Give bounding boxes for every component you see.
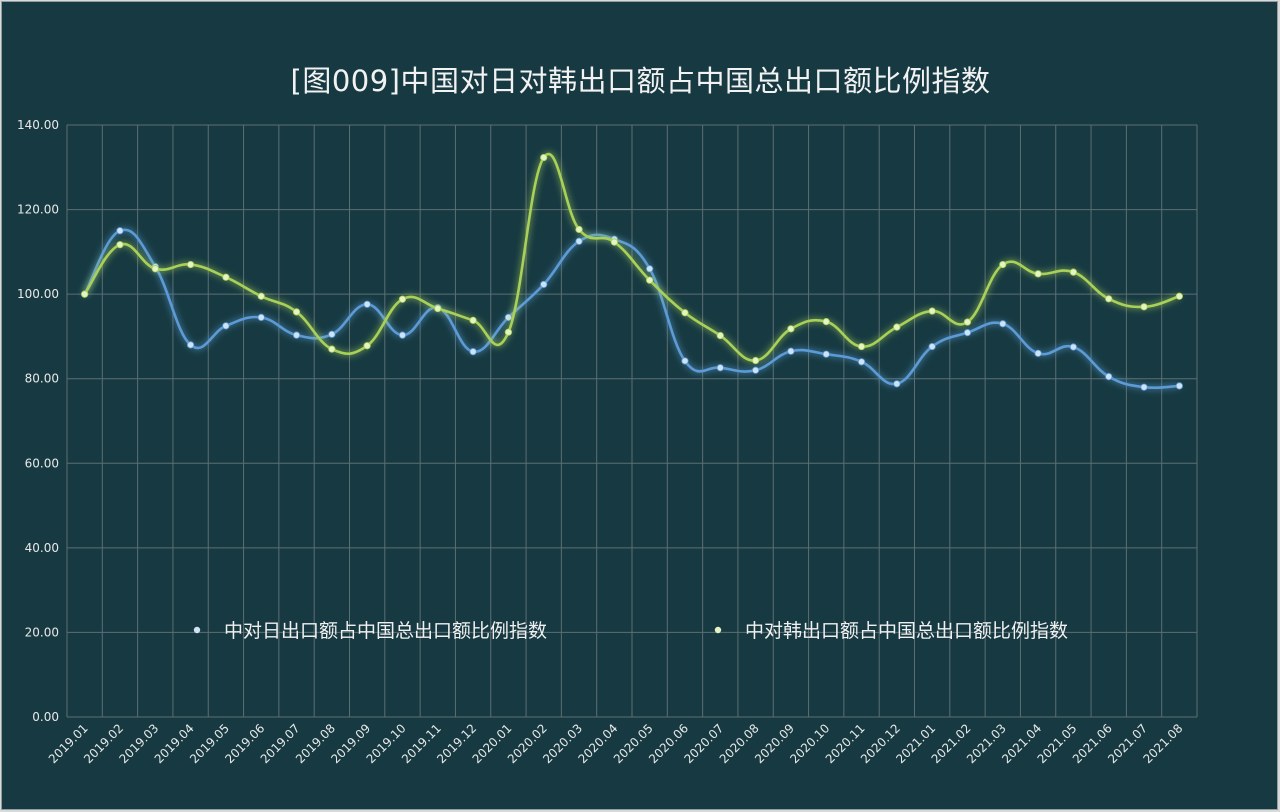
legend: 中对日出口额占中国总出口额比例指数 中对韩出口额占中国总出口额比例指数: [178, 620, 1068, 642]
data-point-korea: [292, 308, 301, 316]
chart-title: [图009]中国对日对韩出口额占中国总出口额比例指数: [290, 64, 991, 98]
data-point-japan: [116, 227, 124, 235]
data-point-japan: [1175, 382, 1183, 390]
data-point-japan: [1105, 372, 1113, 381]
y-tick-label: 80.00: [25, 372, 59, 386]
data-point-korea: [434, 304, 442, 313]
data-point-korea: [575, 225, 583, 234]
gridlines: [66, 124, 1198, 718]
series-korea: [81, 153, 1183, 365]
data-point-japan: [328, 330, 336, 338]
data-point-japan: [857, 358, 866, 366]
data-point-korea: [222, 273, 230, 281]
x-axis: 2019.012019.022019.032019.042019.052019.…: [46, 721, 1186, 766]
data-point-japan: [1034, 349, 1042, 357]
y-tick-label: 40.00: [25, 541, 59, 555]
series-japan: [81, 227, 1183, 391]
y-axis: 0.00 20.00 40.00 60.00 80.00 100.00 120.00 140.…: [17, 118, 59, 724]
data-point-korea: [1105, 295, 1113, 303]
data-point-japan: [1069, 343, 1078, 351]
data-point-korea: [540, 153, 548, 162]
data-point-korea: [999, 260, 1007, 269]
data-point-japan: [257, 313, 265, 321]
data-point-japan: [1140, 383, 1148, 391]
data-point-japan: [893, 380, 901, 388]
data-point-korea: [963, 318, 972, 326]
data-point-korea: [1175, 292, 1183, 300]
data-point-japan: [540, 280, 548, 289]
data-point-korea: [398, 295, 407, 303]
data-point-korea: [893, 323, 901, 331]
data-point-japan: [186, 341, 195, 349]
data-point-korea: [257, 292, 265, 300]
data-point-korea: [928, 307, 936, 315]
data-point-korea: [116, 241, 124, 249]
data-point-korea: [363, 342, 371, 350]
data-point-korea: [81, 290, 89, 298]
data-point-korea: [646, 276, 654, 284]
legend-item-korea: 中对韩出口额占中国总出口额比例指数: [699, 620, 1068, 642]
data-point-japan: [222, 322, 230, 330]
data-point-korea: [610, 238, 618, 246]
data-point-japan: [787, 347, 795, 355]
y-tick-label: 20.00: [25, 625, 59, 639]
legend-label-japan: 中对日出口额占中国总出口额比例指数: [224, 620, 547, 642]
data-point-japan: [575, 237, 583, 245]
data-point-korea: [151, 265, 159, 273]
data-point-korea: [751, 356, 760, 365]
data-point-japan: [363, 300, 371, 308]
data-point-korea: [1140, 303, 1148, 311]
data-point-korea: [681, 309, 689, 317]
data-point-korea: [716, 331, 724, 340]
y-tick-label: 60.00: [25, 456, 59, 470]
y-tick-label: 100.00: [17, 287, 59, 301]
series: [81, 153, 1183, 391]
data-point-japan: [928, 342, 936, 351]
data-point-japan: [963, 329, 972, 337]
legend-marker-japan: [193, 626, 201, 634]
data-point-japan: [504, 313, 513, 321]
data-point-japan: [469, 348, 477, 356]
data-point-japan: [822, 350, 830, 358]
data-point-japan: [292, 331, 301, 339]
y-tick-label: 140.00: [17, 118, 59, 132]
data-point-japan: [716, 364, 724, 372]
data-point-korea: [504, 328, 513, 336]
data-point-japan: [751, 366, 760, 374]
data-point-korea: [1034, 270, 1042, 278]
data-point-japan: [398, 331, 407, 339]
data-point-japan: [681, 357, 689, 365]
data-point-korea: [1069, 268, 1078, 276]
data-point-korea: [328, 345, 336, 353]
data-point-korea: [822, 318, 830, 326]
legend-label-korea: 中对韩出口额占中国总出口额比例指数: [745, 620, 1068, 642]
data-point-korea: [186, 260, 195, 269]
data-point-korea: [787, 325, 795, 333]
x-tick-label: 2021.08: [1140, 721, 1185, 766]
data-point-korea: [469, 316, 477, 324]
legend-item-japan: 中对日出口额占中国总出口额比例指数: [178, 620, 547, 642]
y-tick-label: 120.00: [17, 203, 59, 217]
data-point-japan: [999, 320, 1007, 328]
data-point-japan: [646, 265, 654, 273]
legend-marker-korea: [714, 626, 722, 634]
data-point-korea: [857, 342, 866, 351]
y-tick-label: 0.00: [32, 710, 59, 724]
